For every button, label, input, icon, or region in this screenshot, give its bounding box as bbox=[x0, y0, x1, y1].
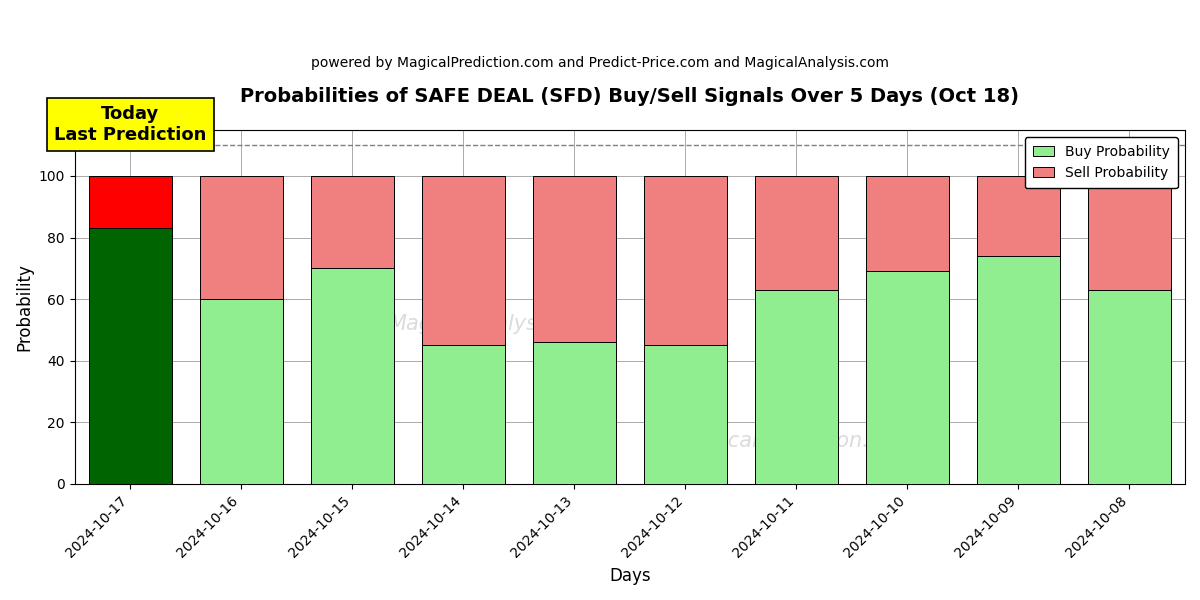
Bar bbox=[311, 268, 394, 484]
X-axis label: Days: Days bbox=[610, 567, 650, 585]
Bar bbox=[421, 345, 505, 484]
Bar bbox=[755, 290, 838, 484]
Bar bbox=[865, 176, 949, 271]
Bar bbox=[533, 176, 616, 342]
Bar bbox=[643, 345, 727, 484]
Legend: Buy Probability, Sell Probability: Buy Probability, Sell Probability bbox=[1025, 137, 1178, 188]
Bar bbox=[533, 342, 616, 484]
Title: Probabilities of SAFE DEAL (SFD) Buy/Sell Signals Over 5 Days (Oct 18): Probabilities of SAFE DEAL (SFD) Buy/Sel… bbox=[240, 87, 1019, 106]
Bar bbox=[865, 271, 949, 484]
Bar bbox=[1088, 290, 1171, 484]
Bar bbox=[421, 176, 505, 345]
Bar bbox=[89, 176, 172, 228]
Bar bbox=[977, 256, 1060, 484]
Bar bbox=[199, 299, 283, 484]
Bar bbox=[311, 176, 394, 268]
Y-axis label: Probability: Probability bbox=[16, 263, 34, 351]
Text: Today
Last Prediction: Today Last Prediction bbox=[54, 105, 206, 143]
Bar bbox=[199, 176, 283, 299]
Bar bbox=[89, 228, 172, 484]
Text: powered by MagicalPrediction.com and Predict-Price.com and MagicalAnalysis.com: powered by MagicalPrediction.com and Pre… bbox=[311, 56, 889, 70]
Text: MagicalPrediction.com: MagicalPrediction.com bbox=[679, 431, 914, 451]
Bar bbox=[1088, 176, 1171, 290]
Bar bbox=[643, 176, 727, 345]
Text: MagicalAnalysis.com: MagicalAnalysis.com bbox=[388, 314, 605, 334]
Bar bbox=[977, 176, 1060, 256]
Bar bbox=[755, 176, 838, 290]
